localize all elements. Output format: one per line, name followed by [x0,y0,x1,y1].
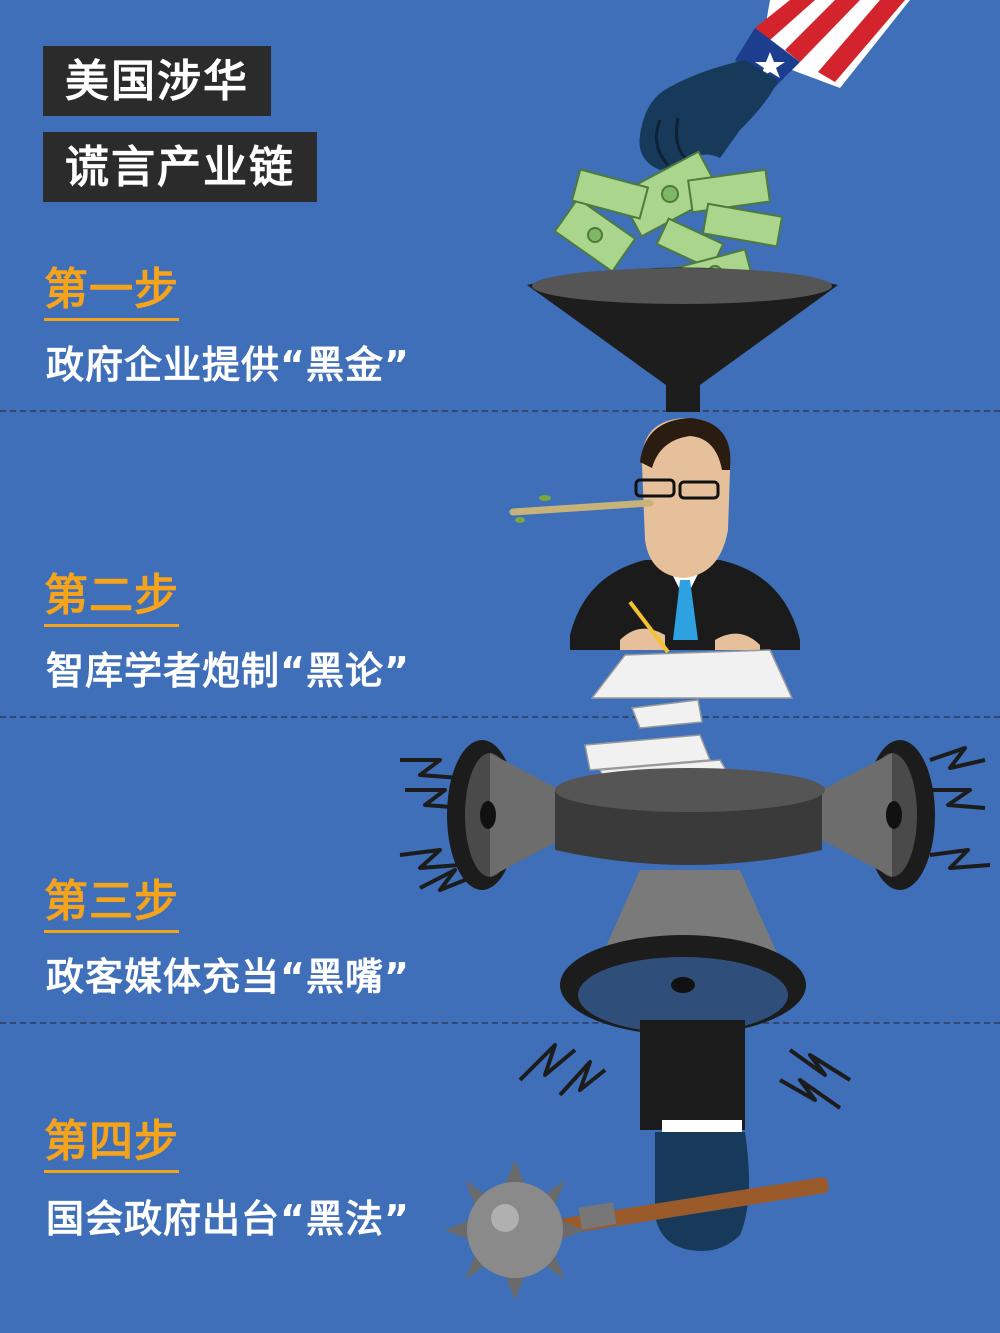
divider-1 [0,410,1000,412]
lightning-icon [399,746,991,1110]
funnel-icon [527,267,838,412]
step-4-desc: 国会政府出台“黑法” [46,1197,410,1241]
hand-icon [639,60,778,170]
step-3-desc: 政客媒体充当“黑嘴” [46,955,410,999]
pinocchio-scholar-icon [509,418,800,654]
title-line-1: 美国涉华 [43,46,271,116]
step-1-label: 第一步 [44,268,179,321]
step-2-desc: 智库学者炮制“黑论” [46,649,410,693]
mace-icon [445,1160,829,1300]
title-line-2: 谎言产业链 [43,132,317,202]
step-3-label: 第三步 [44,880,179,933]
divider-2 [0,716,1000,718]
us-flag-sleeve-icon [735,0,910,92]
divider-3 [0,1022,1000,1024]
step-2-label: 第二步 [44,574,179,627]
step-4-label: 第四步 [44,1120,179,1173]
step-1-desc: 政府企业提供“黑金” [46,343,410,387]
hand-icon [640,1020,749,1251]
megaphone-icon [447,740,935,1035]
